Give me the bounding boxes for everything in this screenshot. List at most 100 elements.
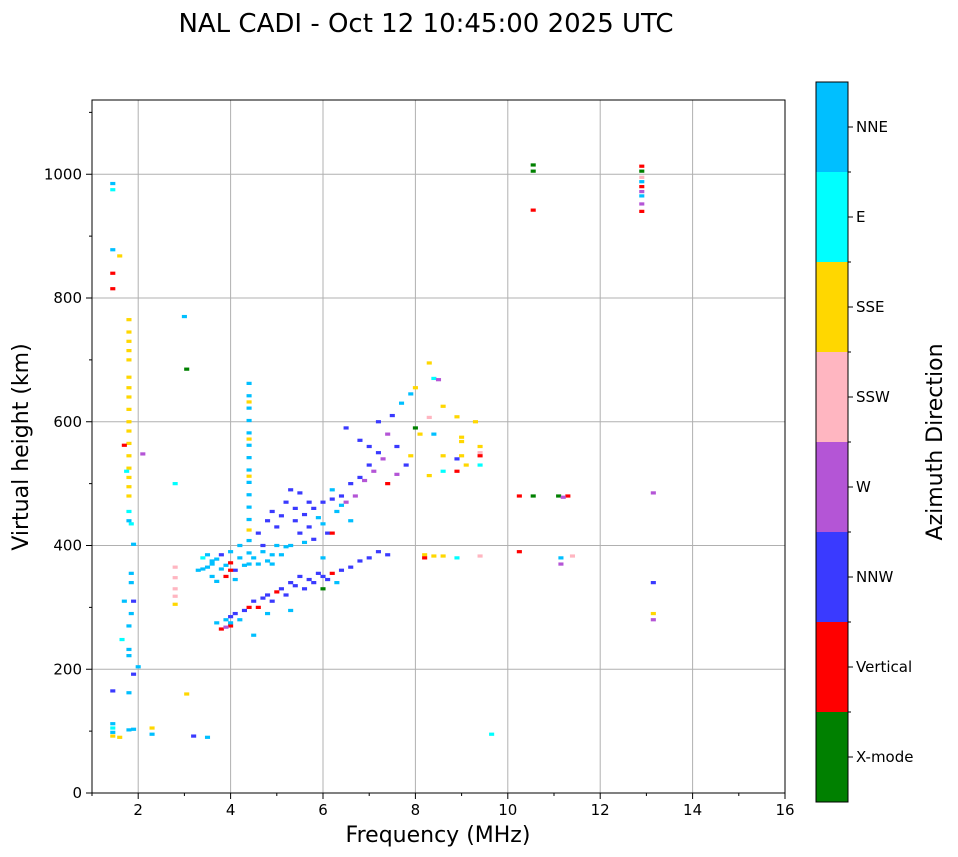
data-point-7 xyxy=(110,722,116,726)
data-point-123 xyxy=(311,506,317,510)
data-point-242 xyxy=(516,550,522,554)
data-point-166 xyxy=(218,627,224,631)
colorbar-segment-e xyxy=(816,172,848,262)
data-point-72 xyxy=(246,480,252,484)
data-point-38 xyxy=(131,599,137,603)
data-point-90 xyxy=(218,567,224,571)
data-point-80 xyxy=(246,400,252,404)
data-point-74 xyxy=(246,505,252,509)
data-point-232 xyxy=(431,554,437,558)
data-point-29 xyxy=(124,469,130,473)
x-axis-label: Frequency (MHz) xyxy=(346,823,531,848)
data-point-16 xyxy=(126,358,132,362)
data-point-255 xyxy=(639,194,645,198)
data-point-223 xyxy=(454,457,460,461)
data-point-69 xyxy=(246,443,252,447)
data-point-5 xyxy=(117,254,123,258)
data-point-59 xyxy=(172,565,178,569)
data-point-194 xyxy=(348,565,354,569)
data-point-164 xyxy=(301,540,308,545)
data-point-131 xyxy=(385,432,391,436)
data-point-212 xyxy=(440,404,446,408)
data-point-172 xyxy=(241,608,247,613)
data-point-120 xyxy=(297,491,303,495)
data-point-159 xyxy=(417,432,423,436)
data-point-148 xyxy=(375,420,381,424)
data-point-94 xyxy=(228,561,234,565)
data-point-153 xyxy=(348,519,354,523)
data-point-173 xyxy=(246,605,252,609)
data-point-104 xyxy=(269,553,275,557)
data-point-254 xyxy=(639,189,645,194)
x-tick-label-6: 6 xyxy=(318,801,328,819)
data-point-35 xyxy=(128,581,134,585)
data-point-25 xyxy=(126,466,132,470)
data-point-176 xyxy=(260,596,266,600)
data-point-231 xyxy=(422,553,428,557)
data-point-65 xyxy=(246,394,252,398)
data-point-6 xyxy=(110,689,116,693)
data-point-58 xyxy=(184,367,190,371)
data-point-158 xyxy=(408,454,414,458)
colorbar-segment-vertical xyxy=(816,622,848,712)
data-point-14 xyxy=(126,339,132,343)
data-point-68 xyxy=(246,431,252,435)
data-point-23 xyxy=(126,441,132,446)
data-point-256 xyxy=(639,202,645,206)
data-point-143 xyxy=(371,469,377,473)
data-point-53 xyxy=(489,732,495,736)
data-point-107 xyxy=(232,577,238,582)
y-tick-label-400: 400 xyxy=(53,537,82,555)
colorbar-label-ssw: SSW xyxy=(856,388,890,406)
data-point-221 xyxy=(477,451,483,455)
x-tick-label-16: 16 xyxy=(775,801,794,819)
data-point-216 xyxy=(431,432,437,436)
data-point-186 xyxy=(306,577,312,582)
data-point-26 xyxy=(126,475,132,480)
data-point-18 xyxy=(126,386,132,390)
data-point-199 xyxy=(288,608,294,613)
data-point-48 xyxy=(149,726,155,730)
data-point-125 xyxy=(329,497,335,501)
colorbar-segment-x-mode xyxy=(816,712,848,802)
data-point-32 xyxy=(126,519,132,523)
data-point-113 xyxy=(265,519,271,523)
data-point-151 xyxy=(329,488,335,492)
data-point-220 xyxy=(477,444,483,449)
data-point-244 xyxy=(569,554,576,558)
data-point-44 xyxy=(131,672,137,676)
data-point-24 xyxy=(126,454,132,458)
data-point-195 xyxy=(357,559,363,563)
data-point-200 xyxy=(265,611,271,616)
data-point-189 xyxy=(320,574,326,579)
colorbar-label-w: W xyxy=(856,478,871,496)
data-point-102 xyxy=(260,550,266,554)
data-point-193 xyxy=(338,568,345,572)
data-point-203 xyxy=(223,625,229,629)
data-point-150 xyxy=(399,401,405,405)
data-point-129 xyxy=(366,463,372,467)
data-point-239 xyxy=(556,494,562,498)
grid-lines xyxy=(92,100,786,794)
data-point-156 xyxy=(385,482,391,486)
data-point-175 xyxy=(255,605,261,609)
data-point-86 xyxy=(209,562,215,566)
colorbar-label-x-mode: X-mode xyxy=(856,748,913,766)
data-point-117 xyxy=(283,500,289,504)
data-point-99 xyxy=(241,563,247,567)
data-point-210 xyxy=(431,376,437,381)
data-point-139 xyxy=(334,509,340,514)
data-point-241 xyxy=(560,495,566,499)
data-point-260 xyxy=(650,611,656,616)
data-point-61 xyxy=(172,587,178,591)
data-point-154 xyxy=(320,522,326,526)
x-tick-label-10: 10 xyxy=(498,801,517,819)
data-point-27 xyxy=(126,485,132,489)
data-point-62 xyxy=(172,594,178,598)
data-point-214 xyxy=(472,420,478,424)
data-point-136 xyxy=(325,531,331,535)
data-point-124 xyxy=(320,500,326,504)
data-point-43 xyxy=(126,691,132,695)
data-point-258 xyxy=(650,491,656,495)
